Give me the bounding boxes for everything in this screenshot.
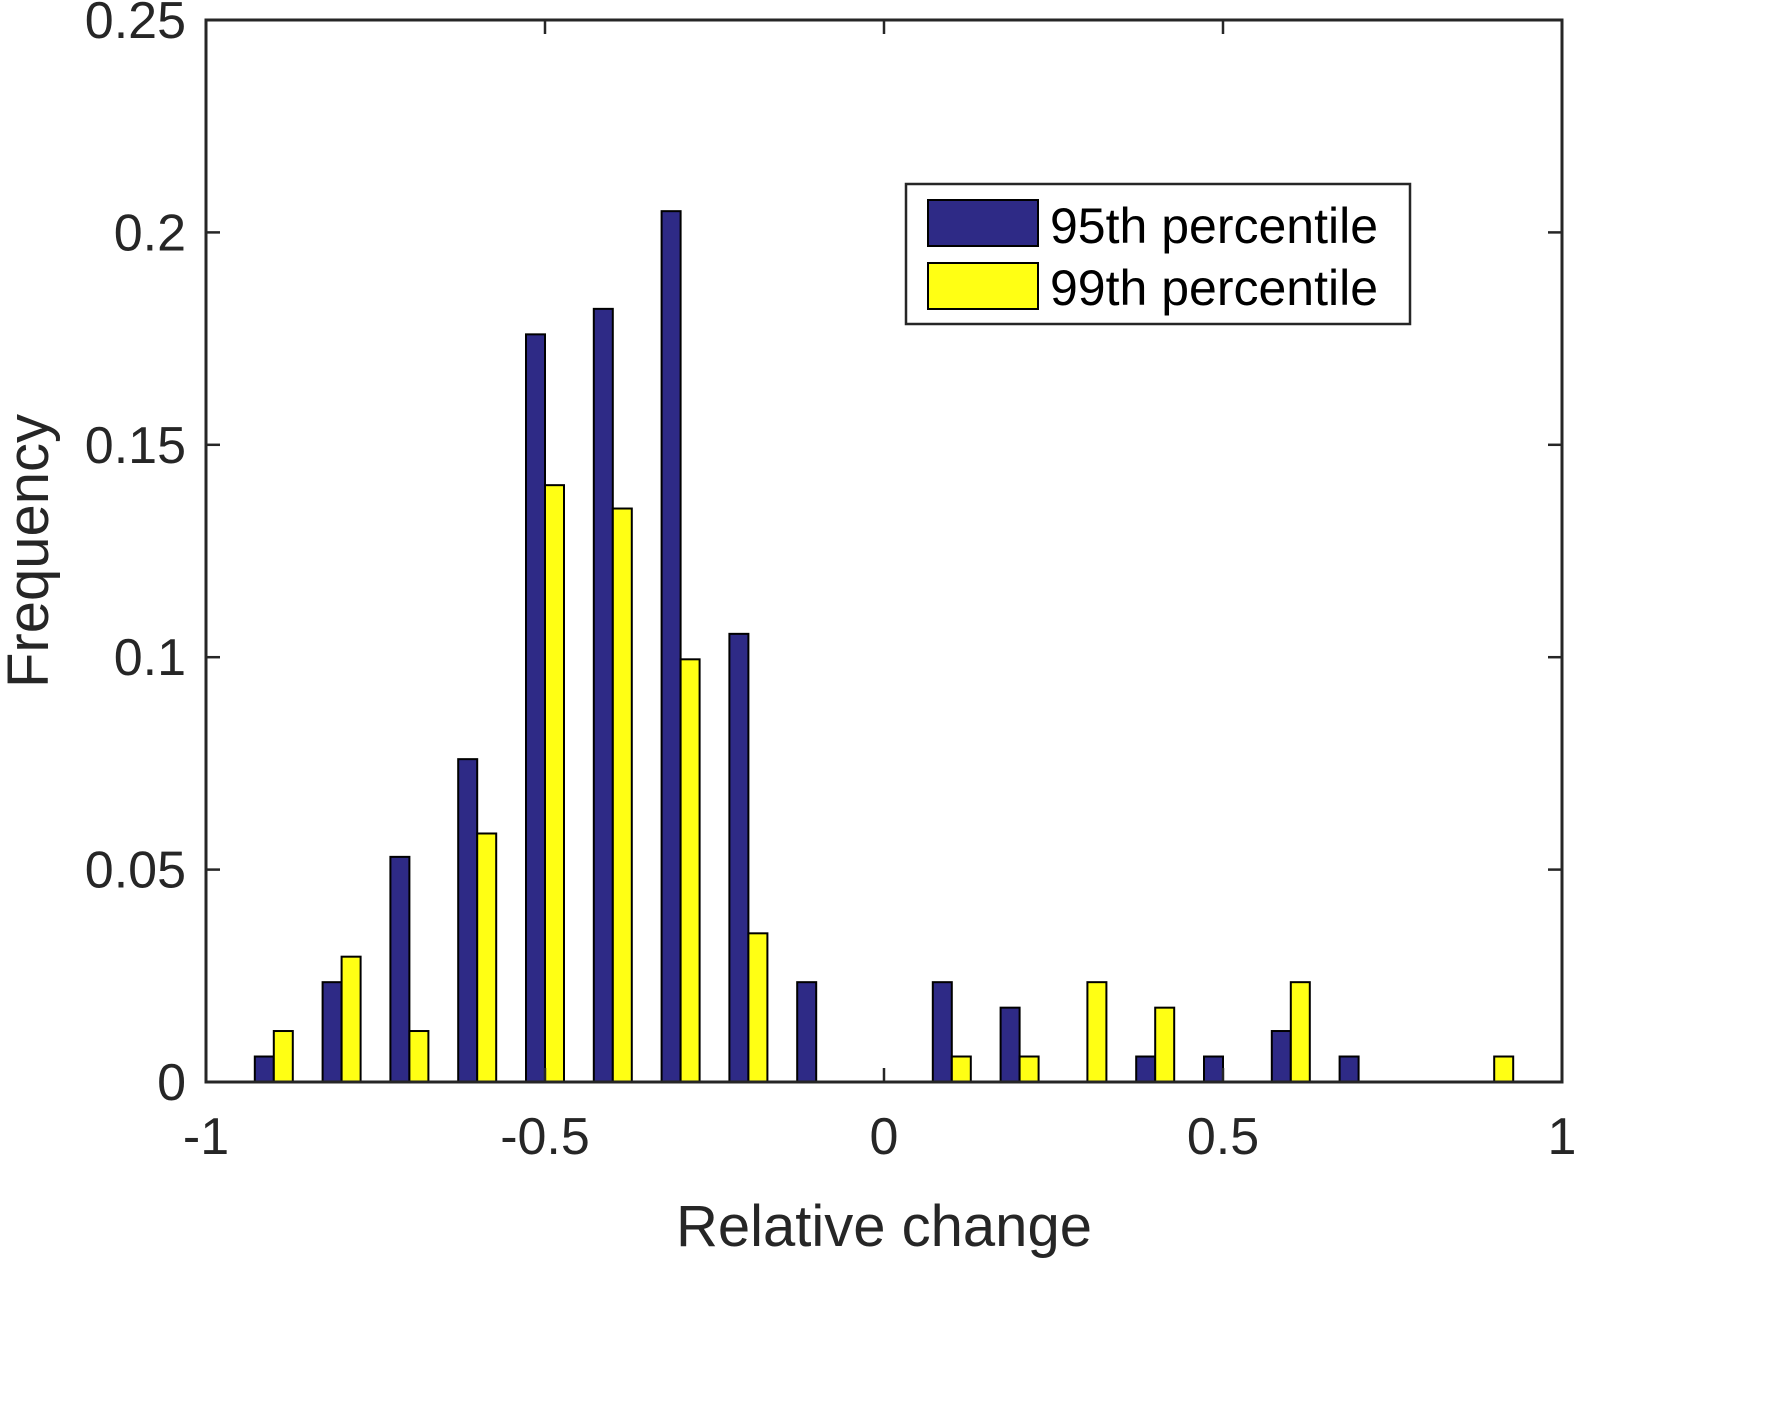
y-tick-label: 0.1 [114, 629, 186, 687]
x-tick-label: 0.5 [1187, 1108, 1259, 1166]
bar-series2-bin13 [1086, 981, 1108, 1083]
bar-series1-bin7 [660, 210, 682, 1084]
y-tick-label: 0.25 [85, 0, 186, 50]
bar-series1-bin17 [1338, 1055, 1360, 1084]
bar-series1-bin5 [525, 333, 546, 1084]
bar-series2-bin8 [747, 932, 769, 1083]
x-tick-label: 0 [870, 1108, 899, 1166]
bars-layer [253, 210, 1515, 1084]
bar-series2-bin14 [1154, 1006, 1176, 1083]
bar-series2-bin3 [408, 1030, 430, 1084]
bar-series2-bin4 [476, 832, 498, 1083]
bar-series1-bin9 [796, 981, 818, 1083]
bar-series2-bin11 [950, 1055, 972, 1084]
bar-series1-bin2 [321, 981, 343, 1083]
legend-label-99th: 99th percentile [1050, 260, 1378, 316]
legend: 95th percentile 99th percentile [904, 182, 1412, 326]
bar-series1-bin12 [999, 1006, 1021, 1083]
bar-series2-bin12 [1018, 1055, 1040, 1084]
x-tick-label: 1 [1548, 1108, 1577, 1166]
bar-series1-bin6 [592, 307, 614, 1083]
bar-series2-bin6 [611, 507, 633, 1083]
x-axis-title: Relative change [676, 1194, 1092, 1259]
bar-series2-bin2 [340, 955, 362, 1083]
x-tick-label: -0.5 [500, 1108, 590, 1166]
axes-box [204, 18, 1564, 1084]
legend-swatch-99th [927, 262, 1039, 310]
legend-swatch-95th [927, 199, 1039, 247]
bar-series1-bin1 [253, 1055, 275, 1084]
bar-series1-bin3 [389, 855, 411, 1083]
bar-series1-bin14 [1135, 1055, 1157, 1084]
y-tick-label: 0.05 [85, 842, 186, 900]
x-tick-label: -1 [183, 1108, 229, 1166]
tick-labels-layer: -1 -0.5 0 0.5 1 0 0.05 0.1 0.15 0.2 0.25 [85, 0, 1577, 1166]
bar-series1-bin11 [931, 981, 953, 1083]
y-axis-title: Frequency [0, 414, 61, 688]
legend-label-95th: 95th percentile [1050, 198, 1378, 254]
y-tick-label: 0.2 [114, 204, 186, 262]
bar-series2-bin5 [544, 484, 565, 1084]
y-tick-label: 0 [157, 1054, 186, 1112]
bar-series2-bin7 [679, 658, 701, 1083]
bar-series1-bin8 [728, 632, 750, 1084]
bar-series2-bin19 [1493, 1055, 1515, 1084]
y-tick-label: 0.15 [85, 417, 186, 475]
bar-series1-bin4 [457, 758, 479, 1084]
bar-series1-bin16 [1270, 1030, 1292, 1084]
bar-series1-bin15 [1203, 1055, 1224, 1084]
bar-series2-bin1 [272, 1030, 294, 1084]
bar-series2-bin16 [1289, 981, 1311, 1083]
